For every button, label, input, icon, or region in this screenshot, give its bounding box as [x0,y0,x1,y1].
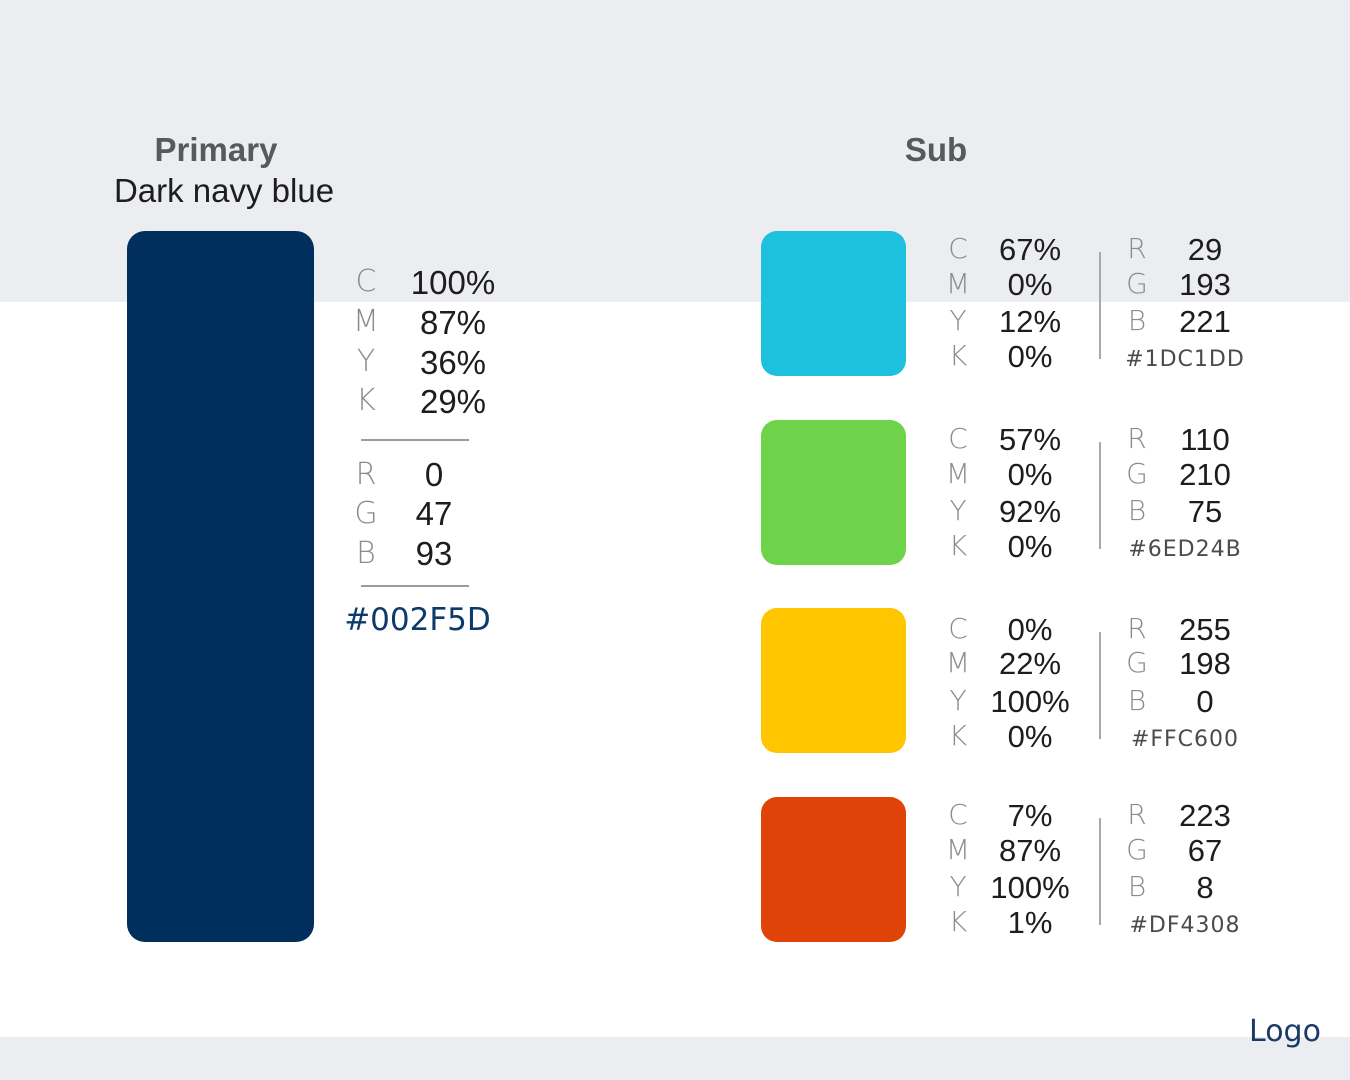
sub-cmyk-label-k: K [948,529,968,562]
primary-hex: #002F5D [344,602,491,638]
sub-cmyk-label-k: K [948,339,968,372]
sub-rgb-value-b: 221 [1179,304,1231,339]
sub-cmyk-value-y: 92% [998,494,1062,529]
sub-rgb-label-r: R [1127,612,1147,645]
sub-cmyk-label-k: K [948,719,968,752]
sub-cmyk-label-y: Y [949,304,967,337]
sub-cmyk-value-m: 0% [1007,457,1053,492]
sub-cmyk-label-m: M [945,833,971,866]
sub-swatch [761,231,906,376]
sub-cmyk-label-m: M [945,267,971,300]
primary-swatch [127,231,314,942]
sub-swatch [761,797,906,942]
primary-cmyk-label-m: M [353,304,379,339]
primary-rgb-label-r: R [355,457,377,492]
sub-cmyk-label-m: M [945,646,971,679]
sub-rgb-value-b: 0 [1196,684,1214,719]
sub-rgb-value-g: 210 [1179,457,1231,492]
sub-rgb-label-b: B [1127,684,1147,717]
sub-cmyk-value-c: 57% [998,422,1062,457]
footer-band [0,1037,1350,1080]
sub-hex: #1DC1DD [1125,347,1245,372]
primary-cmyk-label-c: C [355,264,377,299]
primary-cmyk-value-m: 87% [419,304,487,341]
sub-divider [1099,252,1101,359]
sub-cmyk-value-c: 7% [1007,798,1053,833]
sub-cmyk-value-y: 100% [990,684,1070,719]
sub-rgb-value-r: 223 [1179,798,1231,833]
sub-cmyk-value-m: 22% [998,646,1062,681]
sub-cmyk-value-y: 12% [998,304,1062,339]
sub-cmyk-label-c: C [948,232,968,265]
sub-cmyk-value-c: 67% [998,232,1062,267]
sub-rgb-label-b: B [1127,494,1147,527]
sub-divider [1099,818,1101,925]
primary-rgb-label-g: G [354,496,378,531]
primary-divider-bottom [361,585,469,587]
sub-rgb-label-g: G [1126,833,1148,866]
sub-rgb-value-r: 255 [1179,612,1231,647]
sub-hex: #6ED24B [1128,537,1242,562]
sub-rgb-label-b: B [1127,870,1147,903]
logo: Logo [1249,1014,1321,1049]
sub-cmyk-value-k: 0% [1007,339,1053,374]
sub-rgb-label-g: G [1126,646,1148,679]
sub-cmyk-label-c: C [948,798,968,831]
sub-rgb-value-g: 193 [1179,267,1231,302]
primary-cmyk-value-y: 36% [419,344,487,381]
primary-color-name: Dark navy blue [113,172,335,209]
sub-cmyk-value-m: 87% [998,833,1062,868]
sub-rgb-value-b: 8 [1196,870,1214,905]
sub-cmyk-value-k: 1% [1007,905,1053,940]
primary-rgb-label-b: B [356,536,376,571]
sub-cmyk-value-k: 0% [1007,529,1053,564]
sub-swatch [761,608,906,753]
sub-cmyk-label-y: Y [949,870,967,903]
sub-title: Sub [904,131,968,168]
sub-cmyk-label-c: C [948,422,968,455]
sub-divider [1099,632,1101,739]
sub-rgb-label-r: R [1127,422,1147,455]
sub-cmyk-label-c: C [948,612,968,645]
sub-cmyk-label-k: K [948,905,968,938]
sub-cmyk-label-y: Y [949,684,967,717]
sub-cmyk-value-k: 0% [1007,719,1053,754]
sub-hex: #DF4308 [1129,913,1241,938]
sub-swatch [761,420,906,565]
sub-rgb-value-g: 67 [1187,833,1223,868]
sub-divider [1099,442,1101,549]
sub-cmyk-value-c: 0% [1007,612,1053,647]
sub-rgb-value-b: 75 [1187,494,1223,529]
sub-rgb-value-g: 198 [1179,646,1231,681]
primary-rgb-value-g: 47 [415,495,453,532]
sub-rgb-label-g: G [1126,457,1148,490]
primary-title: Primary [154,131,278,168]
sub-rgb-label-b: B [1127,304,1147,337]
sub-cmyk-value-m: 0% [1007,267,1053,302]
sub-cmyk-label-y: Y [949,494,967,527]
primary-cmyk-label-y: Y [356,344,376,379]
primary-cmyk-value-c: 100% [410,264,496,301]
sub-rgb-value-r: 110 [1180,422,1230,457]
primary-divider-top [361,439,469,441]
sub-rgb-label-r: R [1127,798,1147,831]
sub-rgb-label-r: R [1127,232,1147,265]
primary-cmyk-value-k: 29% [419,383,487,420]
sub-cmyk-value-y: 100% [990,870,1070,905]
primary-rgb-value-r: 0 [424,456,444,493]
primary-rgb-value-b: 93 [415,535,453,572]
sub-rgb-label-g: G [1126,267,1148,300]
primary-cmyk-label-k: K [356,383,376,418]
sub-cmyk-label-m: M [945,457,971,490]
sub-rgb-value-r: 29 [1187,232,1223,267]
sub-hex: #FFC600 [1130,727,1240,752]
